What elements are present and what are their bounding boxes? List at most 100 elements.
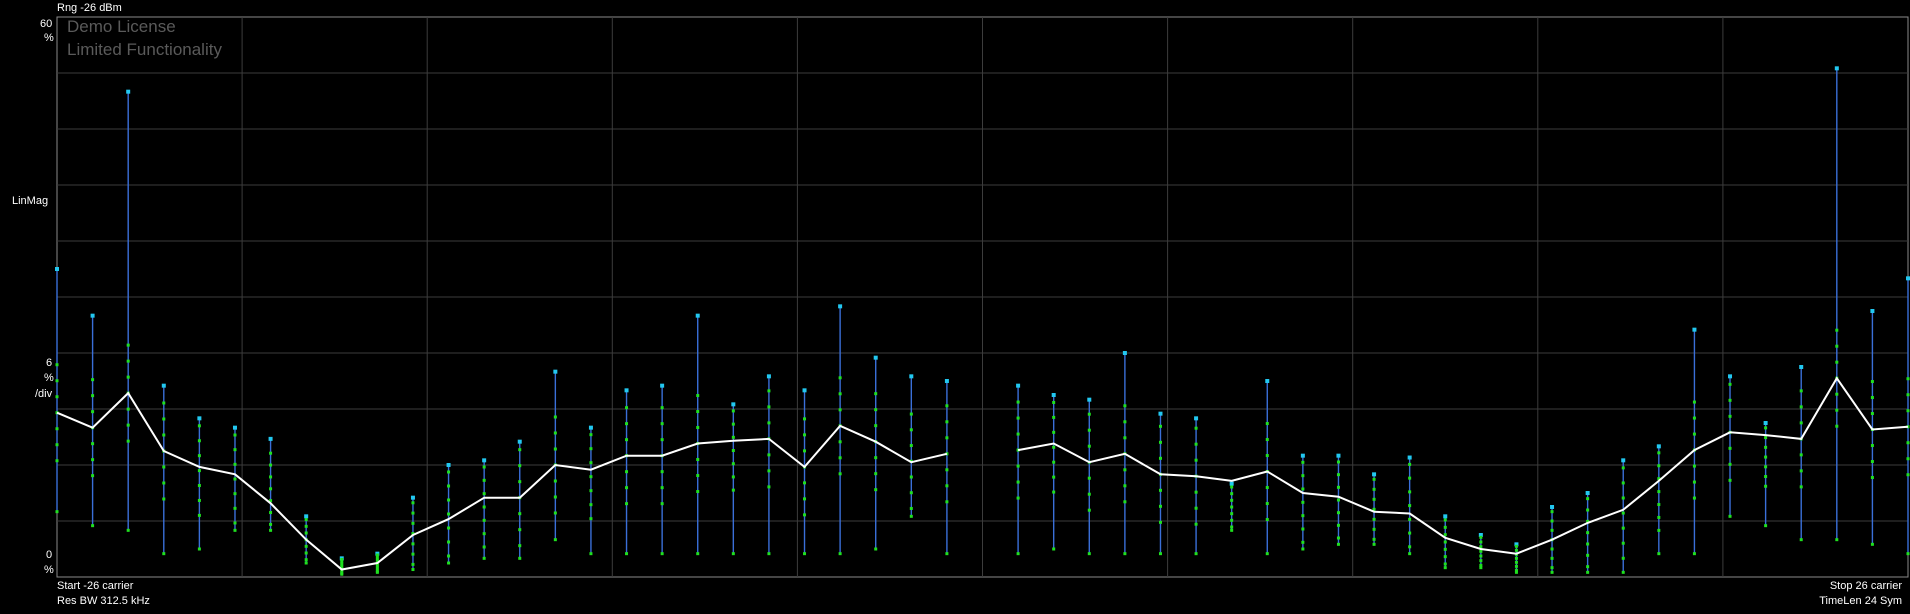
carrier-sample-point — [909, 412, 913, 416]
carrier-sample-point — [91, 394, 95, 398]
carrier-min-point — [1052, 547, 1056, 551]
carrier-sample-point — [1764, 436, 1768, 440]
carrier-min-point — [1621, 570, 1625, 574]
carrier-sample-point — [340, 560, 344, 564]
carrier-sample-point — [1158, 440, 1162, 444]
carrier-max-point — [838, 304, 843, 309]
carrier-sample-point — [1870, 380, 1874, 384]
carrier-sample-point — [411, 501, 415, 505]
carrier-sample-point — [1087, 412, 1091, 416]
carrier-sample-point — [304, 524, 308, 528]
carrier-sample-point — [1230, 498, 1234, 502]
carrier-max-point — [1229, 481, 1234, 486]
carrier-sample-point — [1336, 536, 1340, 540]
carrier-sample-point — [233, 462, 237, 466]
carrier-min-point — [55, 510, 59, 514]
carrier-sample-point — [1194, 442, 1198, 446]
carrier-sample-point — [304, 551, 308, 555]
carrier-max-point — [1656, 444, 1661, 449]
carrier-sample-point — [553, 479, 557, 483]
carrier-sample-point — [1621, 541, 1625, 545]
carrier-max-point — [1194, 416, 1199, 421]
y-axis-div-value: 6 — [46, 357, 53, 369]
carrier-sample-point — [1052, 415, 1056, 419]
carrier-sample-point — [1728, 446, 1732, 450]
carrier-min-point — [625, 552, 629, 556]
watermark-line-1: Demo License — [67, 17, 176, 36]
carrier-sample-point — [304, 531, 308, 535]
carrier-sample-point — [1230, 505, 1234, 509]
carrier-sample-point — [874, 488, 878, 492]
carrier-max-point — [1514, 542, 1519, 547]
carrier-sample-point — [1479, 559, 1483, 563]
carrier-sample-point — [1479, 535, 1483, 539]
carrier-sample-point — [1835, 360, 1839, 364]
carrier-sample-point — [909, 475, 913, 479]
carrier-sample-point — [1657, 490, 1661, 494]
carrier-sample-point — [1479, 554, 1483, 558]
carrier-sample-point — [269, 499, 273, 503]
carrier-sample-point — [340, 564, 344, 568]
carrier-sample-point — [1550, 566, 1554, 570]
carrier-sample-point — [1158, 488, 1162, 492]
carrier-sample-point — [909, 428, 913, 432]
carrier-sample-point — [1657, 464, 1661, 468]
carrier-min-point — [447, 561, 451, 565]
carrier-sample-point — [1265, 422, 1269, 426]
carrier-sample-point — [375, 569, 379, 573]
carrier-sample-point — [1586, 565, 1590, 569]
carrier-sample-point — [162, 401, 166, 405]
carrier-min-point — [803, 552, 807, 556]
carrier-sample-point — [447, 540, 451, 544]
carrier-sample-point — [340, 571, 344, 575]
carrier-sample-point — [1372, 517, 1376, 521]
carrier-sample-point — [91, 458, 95, 462]
carrier-sample-point — [269, 511, 273, 515]
carrier-sample-point — [1408, 490, 1412, 494]
carrier-sample-point — [269, 487, 273, 491]
carrier-sample-point — [1123, 500, 1127, 504]
carrier-max-point — [126, 89, 131, 94]
carrier-sample-point — [1230, 525, 1234, 529]
carrier-sample-point — [909, 491, 913, 495]
carrier-min-point — [945, 552, 949, 556]
carrier-max-point — [482, 458, 487, 463]
average-trace-line — [56, 391, 948, 571]
carrier-max-point — [802, 388, 807, 393]
carrier-min-point — [1514, 570, 1518, 574]
carrier-sample-point — [340, 569, 344, 573]
carrier-sample-point — [589, 461, 593, 465]
carrier-sample-point — [482, 518, 486, 522]
carrier-sample-point — [1408, 476, 1412, 480]
carrier-max-point — [1906, 276, 1910, 281]
carrier-min-point — [1728, 514, 1732, 518]
carrier-sample-point — [304, 544, 308, 548]
carrier-sample-point — [1514, 544, 1518, 548]
carrier-sample-point — [696, 426, 700, 430]
carrier-min-point — [767, 552, 771, 556]
carrier-sample-point — [1016, 432, 1020, 436]
carrier-sample-point — [447, 498, 451, 502]
carrier-sample-point — [91, 474, 95, 478]
carrier-sample-point — [447, 526, 451, 530]
carrier-sample-point — [1265, 454, 1269, 458]
carrier-min-point — [1906, 552, 1910, 556]
carrier-sample-point — [1336, 498, 1340, 502]
carrier-sample-point — [162, 497, 166, 501]
carrier-sample-point — [1906, 409, 1910, 413]
carrier-min-point — [126, 528, 130, 532]
carrier-sample-point — [304, 518, 308, 522]
carrier-sample-point — [482, 492, 486, 496]
y-axis-div-unit: % — [44, 372, 54, 384]
carrier-max-point — [232, 425, 237, 430]
carrier-sample-point — [589, 489, 593, 493]
carrier-sample-point — [1301, 487, 1305, 491]
carrier-sample-point — [1764, 426, 1768, 430]
carrier-sample-point — [1230, 485, 1234, 489]
carrier-max-point — [55, 267, 59, 271]
carrier-sample-point — [1016, 416, 1020, 420]
carrier-sample-point — [1443, 525, 1447, 529]
timelen-label: TimeLen 24 Sym — [1819, 595, 1902, 607]
carrier-sample-point — [589, 433, 593, 437]
carrier-sample-point — [767, 421, 771, 425]
